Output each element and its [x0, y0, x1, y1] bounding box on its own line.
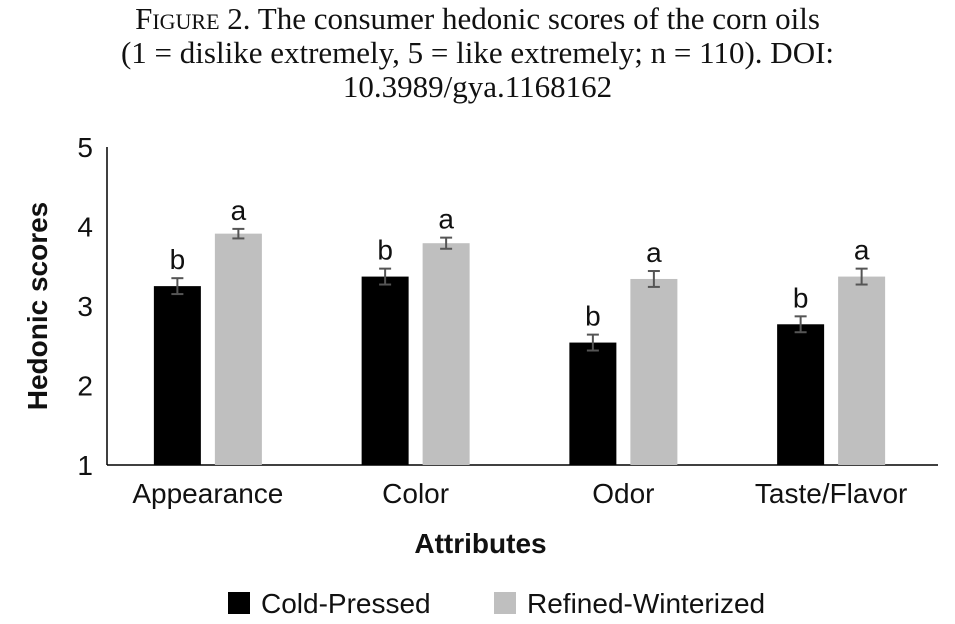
significance-label: a	[854, 235, 870, 266]
caption-text-1: The consumer hedonic scores of the corn …	[257, 1, 820, 36]
y-axis-title: Hedonic scores	[22, 202, 53, 411]
y-tick-label: 4	[77, 212, 93, 243]
category-label: Appearance	[132, 478, 283, 509]
significance-label: b	[170, 244, 186, 275]
significance-label: a	[646, 237, 662, 268]
bar	[630, 278, 678, 465]
bar	[214, 233, 262, 465]
bar	[361, 276, 409, 465]
figure-caption: Figure 2. The consumer hedonic scores of…	[0, 2, 955, 104]
bar	[777, 324, 825, 465]
y-tick-label: 1	[77, 450, 93, 481]
x-axis-title: Attributes	[414, 528, 546, 559]
legend-label: Cold-Pressed	[261, 588, 431, 619]
category-label: Color	[382, 478, 449, 509]
bar	[153, 286, 201, 465]
y-tick-label: 3	[77, 291, 93, 322]
category-label: Odor	[592, 478, 654, 509]
bar	[422, 243, 470, 465]
y-tick-label: 5	[77, 132, 93, 163]
significance-label: b	[585, 301, 601, 332]
bar	[838, 276, 886, 465]
legend-swatch	[494, 592, 516, 614]
y-tick-label: 2	[77, 371, 93, 402]
legend-swatch	[228, 592, 250, 614]
figure-label: Figure 2.	[135, 1, 251, 36]
significance-label: b	[377, 235, 393, 266]
significance-label: a	[438, 204, 454, 235]
category-label: Taste/Flavor	[755, 478, 908, 509]
bar	[569, 342, 617, 465]
caption-line-1: Figure 2. The consumer hedonic scores of…	[0, 2, 955, 36]
legend-label: Refined-Winterized	[527, 588, 765, 619]
significance-label: a	[231, 195, 247, 226]
caption-line-2: (1 = dislike extremely, 5 = like extreme…	[120, 35, 835, 70]
significance-label: b	[793, 282, 809, 313]
caption-line-3: 10.3989/gya.1168162	[342, 69, 613, 104]
